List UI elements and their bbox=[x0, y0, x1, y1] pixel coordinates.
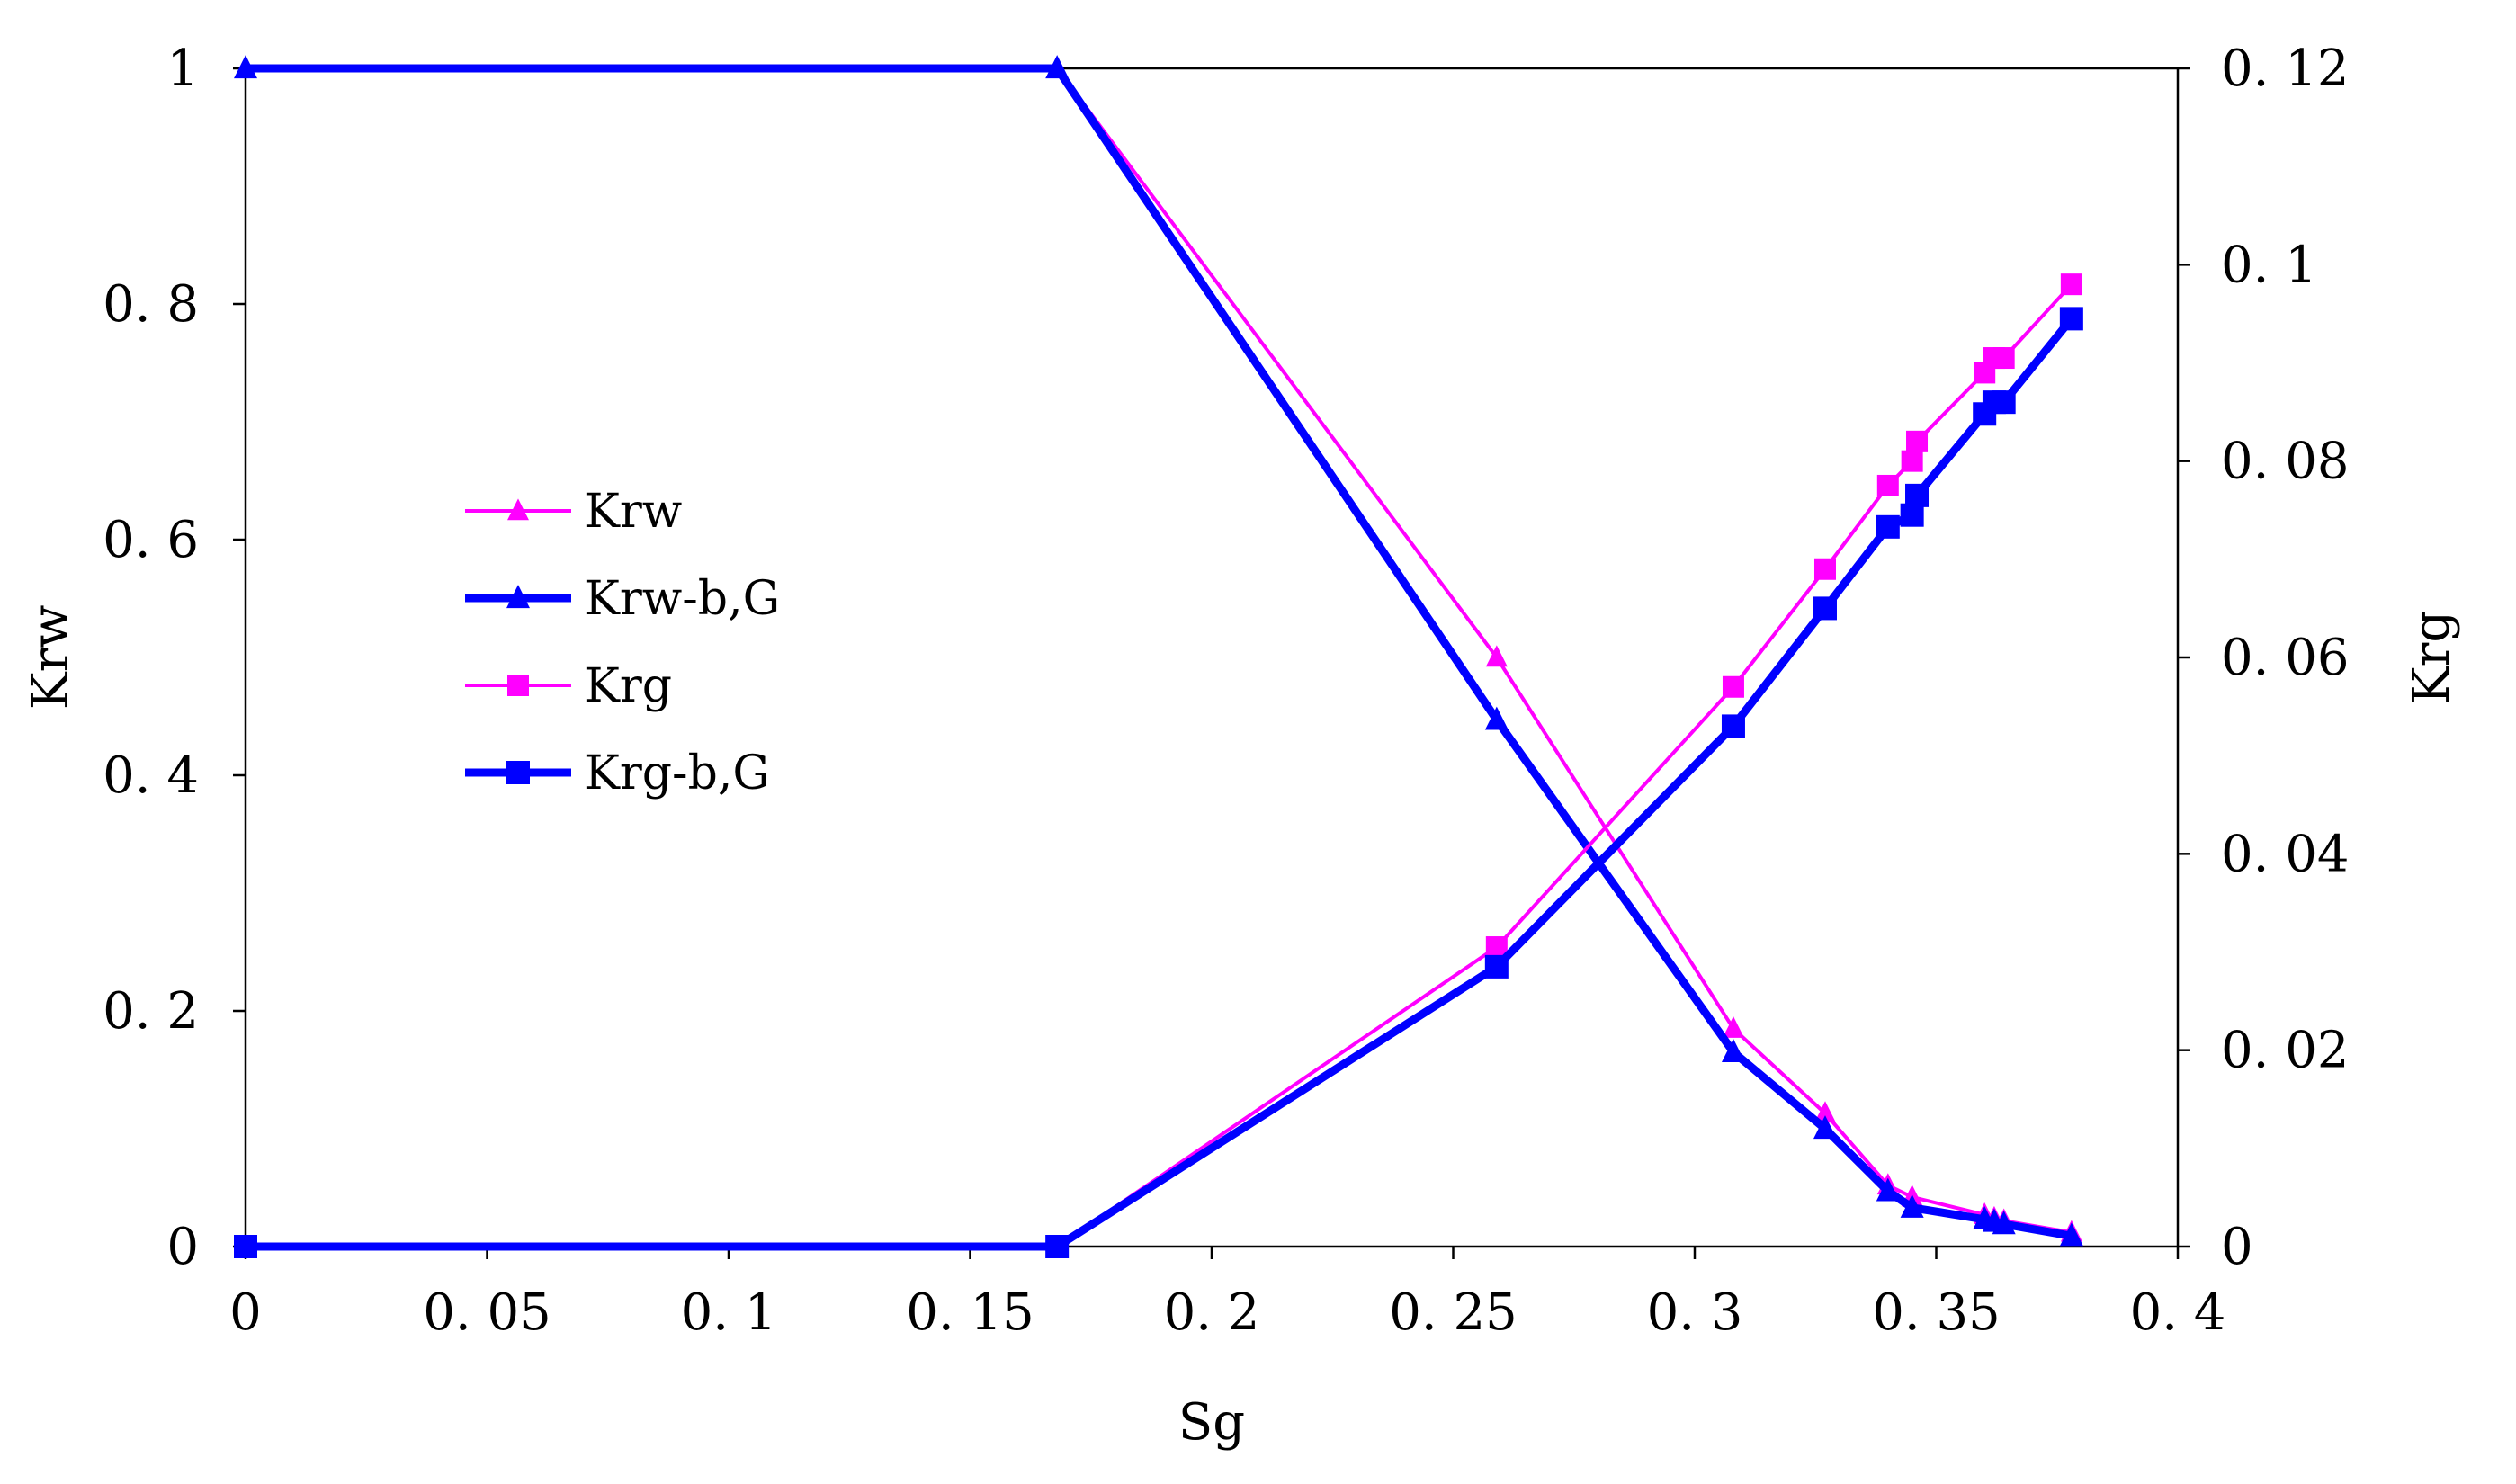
data-point bbox=[1813, 1101, 1836, 1123]
data-point bbox=[1992, 1211, 2016, 1235]
series-line bbox=[246, 64, 2073, 1240]
legend-label: Krg-b,G bbox=[585, 746, 770, 800]
data-point bbox=[1905, 483, 1930, 507]
data-point bbox=[1992, 390, 2016, 415]
y-tick-label: 0. 6 bbox=[103, 511, 199, 569]
legend-item: Krg-b,G bbox=[465, 746, 770, 800]
legend-label: Krw bbox=[585, 485, 682, 539]
x-tick-label: 0. 2 bbox=[1164, 1283, 1260, 1342]
data-point bbox=[1485, 645, 1508, 667]
x-tick-label: 0. 15 bbox=[906, 1283, 1034, 1342]
data-point bbox=[2059, 1222, 2083, 1247]
legend-swatch-marker bbox=[507, 675, 529, 696]
series-krw-b-g bbox=[234, 55, 2083, 1247]
data-point bbox=[234, 1235, 257, 1258]
x-axis-title: Sg bbox=[1178, 1393, 1245, 1452]
data-point bbox=[1045, 1235, 1070, 1258]
data-point bbox=[1722, 675, 1744, 698]
x-tick-label: 0. 25 bbox=[1389, 1283, 1518, 1342]
y-tick-label: 0 bbox=[166, 1218, 199, 1276]
x-tick-label: 0. 35 bbox=[1872, 1283, 2001, 1342]
series-layer bbox=[234, 55, 2083, 1258]
data-point bbox=[1813, 558, 1836, 580]
x-tick-label: 0 bbox=[229, 1283, 262, 1342]
data-point bbox=[1721, 1039, 1745, 1062]
data-point bbox=[1484, 954, 1509, 979]
series-krg-b-g bbox=[234, 307, 2083, 1258]
data-point bbox=[1484, 706, 1509, 730]
data-point bbox=[1721, 714, 1745, 738]
data-point bbox=[1813, 596, 1837, 621]
y-tick-label: 0. 4 bbox=[103, 746, 199, 805]
data-point bbox=[1901, 450, 1923, 472]
x-tick-label: 0. 05 bbox=[423, 1283, 551, 1342]
legend-swatch-marker bbox=[507, 498, 529, 521]
y2-tick-label: 0. 12 bbox=[2221, 40, 2350, 98]
y2-tick-label: 0. 06 bbox=[2221, 629, 2350, 687]
data-point bbox=[2060, 273, 2082, 296]
data-point bbox=[1900, 1193, 1924, 1218]
data-point bbox=[1876, 514, 1900, 539]
x-tick-label: 0. 3 bbox=[1647, 1283, 1743, 1342]
data-point bbox=[1900, 503, 1924, 527]
series-krw bbox=[235, 56, 2082, 1242]
y-tick-label: 1 bbox=[166, 40, 199, 98]
data-point bbox=[1045, 55, 1070, 79]
y2-tick-label: 0. 04 bbox=[2221, 825, 2350, 883]
data-point bbox=[2059, 307, 2083, 331]
y2-tick-label: 0. 02 bbox=[2221, 1022, 2350, 1080]
series-line bbox=[246, 67, 2073, 1235]
y2-tick-label: 0 bbox=[2221, 1218, 2253, 1276]
data-point bbox=[1813, 1115, 1837, 1140]
data-point bbox=[1906, 430, 1929, 452]
y-tick-label: 0. 8 bbox=[103, 275, 199, 334]
y-tick-label: 0. 2 bbox=[103, 982, 199, 1041]
legend-swatch-marker bbox=[506, 761, 530, 784]
y2-tick-label: 0. 1 bbox=[2221, 236, 2317, 294]
data-point bbox=[1876, 1177, 1900, 1202]
legend-label: Krg bbox=[585, 659, 672, 713]
x-tick-label: 0. 4 bbox=[2130, 1283, 2226, 1342]
legend-swatch-marker bbox=[506, 585, 530, 609]
legend-item: Krw-b,G bbox=[465, 572, 780, 626]
plot-area bbox=[244, 67, 2180, 1248]
axis-ticks: 0 0. 05 0. 1 0. 15 0. 2 0. 25 0. 3 0. 35 0. 4 0 0.… bbox=[103, 40, 2349, 1342]
y2-axis-title: Krg bbox=[2403, 611, 2461, 704]
data-point bbox=[234, 55, 257, 79]
data-point bbox=[1876, 474, 1899, 496]
legend-label: Krw-b,G bbox=[585, 572, 780, 626]
y2-tick-label: 0. 08 bbox=[2221, 433, 2350, 491]
data-point bbox=[1992, 347, 2015, 370]
legend-item: Krw bbox=[465, 485, 682, 539]
y-axis-title: Krw bbox=[22, 605, 80, 711]
legend: Krw Krw-b,G Krg Krg-b,G bbox=[465, 485, 780, 800]
data-point bbox=[1722, 1015, 1744, 1038]
x-tick-label: 0. 1 bbox=[681, 1283, 777, 1342]
legend-item: Krg bbox=[465, 659, 672, 713]
